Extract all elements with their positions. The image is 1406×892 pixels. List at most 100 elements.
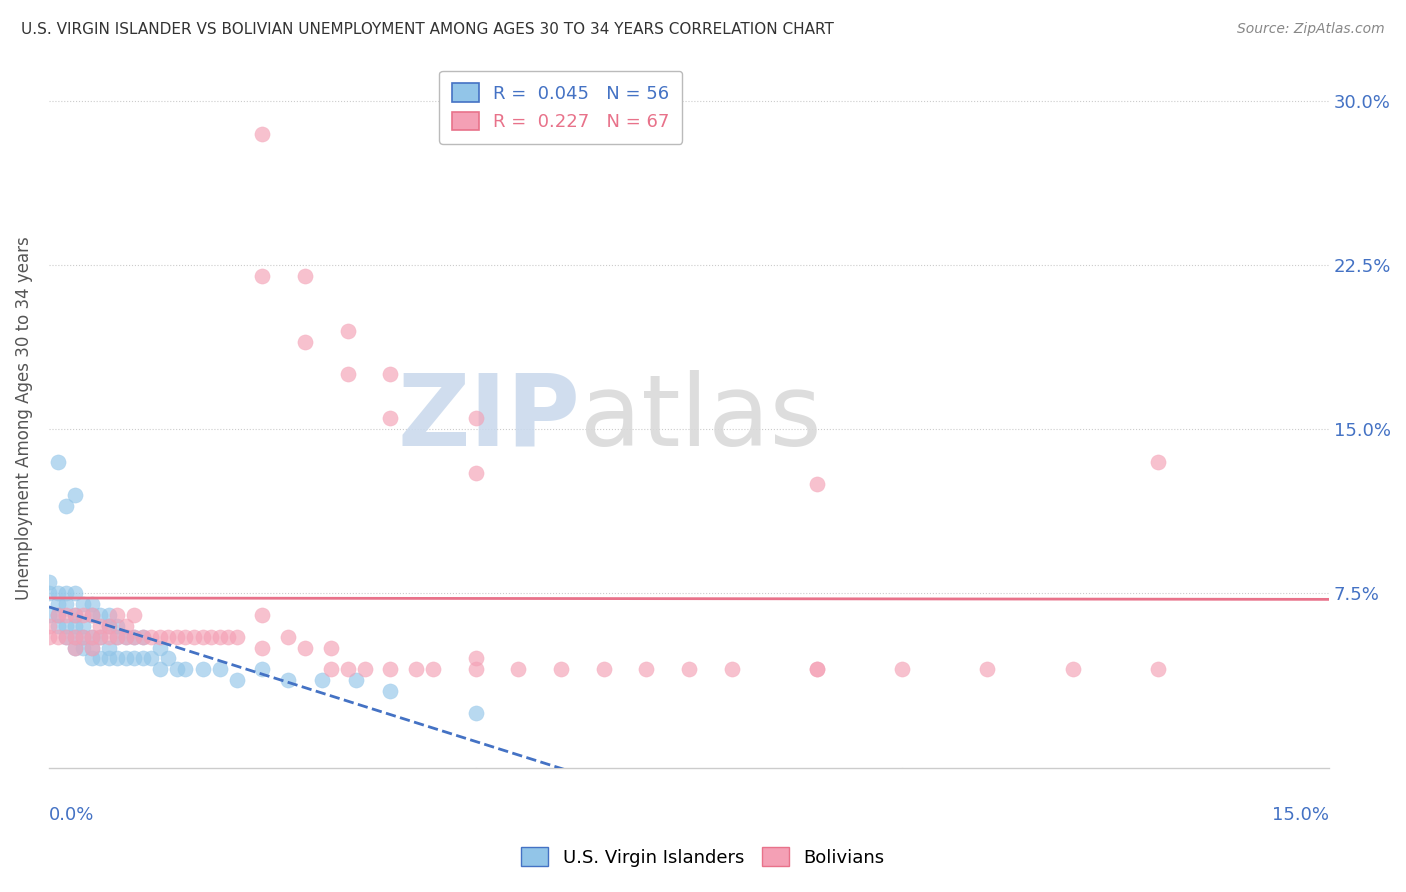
Point: [63, 630, 86, 644]
Point: [225, 630, 247, 644]
Point: [89, 607, 111, 622]
Point: [97, 651, 120, 665]
Point: [80, 630, 103, 644]
Point: [225, 673, 247, 688]
Point: [141, 630, 163, 644]
Point: [72, 597, 94, 611]
Text: atlas: atlas: [581, 369, 821, 467]
Point: [976, 662, 998, 676]
Y-axis label: Unemployment Among Ages 30 to 34 years: Unemployment Among Ages 30 to 34 years: [15, 236, 32, 600]
Point: [208, 630, 231, 644]
Point: [806, 662, 828, 676]
Point: [132, 651, 155, 665]
Point: [141, 651, 163, 665]
Point: [72, 630, 94, 644]
Point: [63, 640, 86, 655]
Point: [89, 618, 111, 632]
Legend: R =  0.045   N = 56, R =  0.227   N = 67: R = 0.045 N = 56, R = 0.227 N = 67: [439, 70, 682, 144]
Point: [97, 640, 120, 655]
Point: [311, 673, 333, 688]
Point: [422, 662, 444, 676]
Point: [319, 640, 342, 655]
Point: [105, 630, 128, 644]
Point: [55, 618, 77, 632]
Point: [294, 269, 316, 284]
Point: [636, 662, 658, 676]
Point: [174, 662, 197, 676]
Point: [63, 487, 86, 501]
Point: [72, 618, 94, 632]
Point: [380, 684, 402, 698]
Point: [80, 630, 103, 644]
Point: [80, 640, 103, 655]
Point: [464, 662, 486, 676]
Point: [63, 618, 86, 632]
Text: 15.0%: 15.0%: [1272, 806, 1329, 824]
Point: [405, 662, 427, 676]
Point: [114, 651, 136, 665]
Point: [208, 662, 231, 676]
Point: [336, 662, 359, 676]
Point: [464, 411, 486, 425]
Point: [508, 662, 530, 676]
Point: [55, 586, 77, 600]
Point: [63, 586, 86, 600]
Point: [252, 607, 274, 622]
Point: [277, 673, 299, 688]
Point: [550, 662, 572, 676]
Point: [166, 630, 188, 644]
Point: [252, 640, 274, 655]
Point: [1062, 662, 1084, 676]
Point: [678, 662, 700, 676]
Point: [97, 607, 120, 622]
Point: [38, 607, 60, 622]
Point: [63, 607, 86, 622]
Point: [105, 651, 128, 665]
Point: [63, 607, 86, 622]
Point: [344, 673, 367, 688]
Point: [55, 630, 77, 644]
Point: [294, 334, 316, 349]
Point: [46, 607, 69, 622]
Point: [38, 574, 60, 589]
Point: [806, 476, 828, 491]
Point: [319, 662, 342, 676]
Text: 0.0%: 0.0%: [49, 806, 94, 824]
Text: Source: ZipAtlas.com: Source: ZipAtlas.com: [1237, 22, 1385, 37]
Point: [114, 618, 136, 632]
Point: [89, 630, 111, 644]
Point: [105, 630, 128, 644]
Point: [252, 269, 274, 284]
Point: [89, 630, 111, 644]
Point: [114, 630, 136, 644]
Point: [174, 630, 197, 644]
Point: [294, 640, 316, 655]
Point: [46, 607, 69, 622]
Point: [464, 706, 486, 720]
Point: [38, 618, 60, 632]
Point: [200, 630, 222, 644]
Point: [183, 630, 205, 644]
Point: [336, 324, 359, 338]
Point: [38, 630, 60, 644]
Point: [277, 630, 299, 644]
Point: [720, 662, 742, 676]
Point: [157, 651, 180, 665]
Point: [252, 662, 274, 676]
Point: [806, 662, 828, 676]
Point: [124, 630, 146, 644]
Point: [97, 618, 120, 632]
Text: U.S. VIRGIN ISLANDER VS BOLIVIAN UNEMPLOYMENT AMONG AGES 30 TO 34 YEARS CORRELAT: U.S. VIRGIN ISLANDER VS BOLIVIAN UNEMPLO…: [21, 22, 834, 37]
Point: [105, 607, 128, 622]
Point: [252, 127, 274, 141]
Point: [80, 597, 103, 611]
Point: [55, 607, 77, 622]
Point: [46, 618, 69, 632]
Point: [1147, 662, 1170, 676]
Point: [80, 651, 103, 665]
Point: [97, 630, 120, 644]
Point: [124, 630, 146, 644]
Text: ZIP: ZIP: [398, 369, 581, 467]
Point: [46, 630, 69, 644]
Point: [72, 607, 94, 622]
